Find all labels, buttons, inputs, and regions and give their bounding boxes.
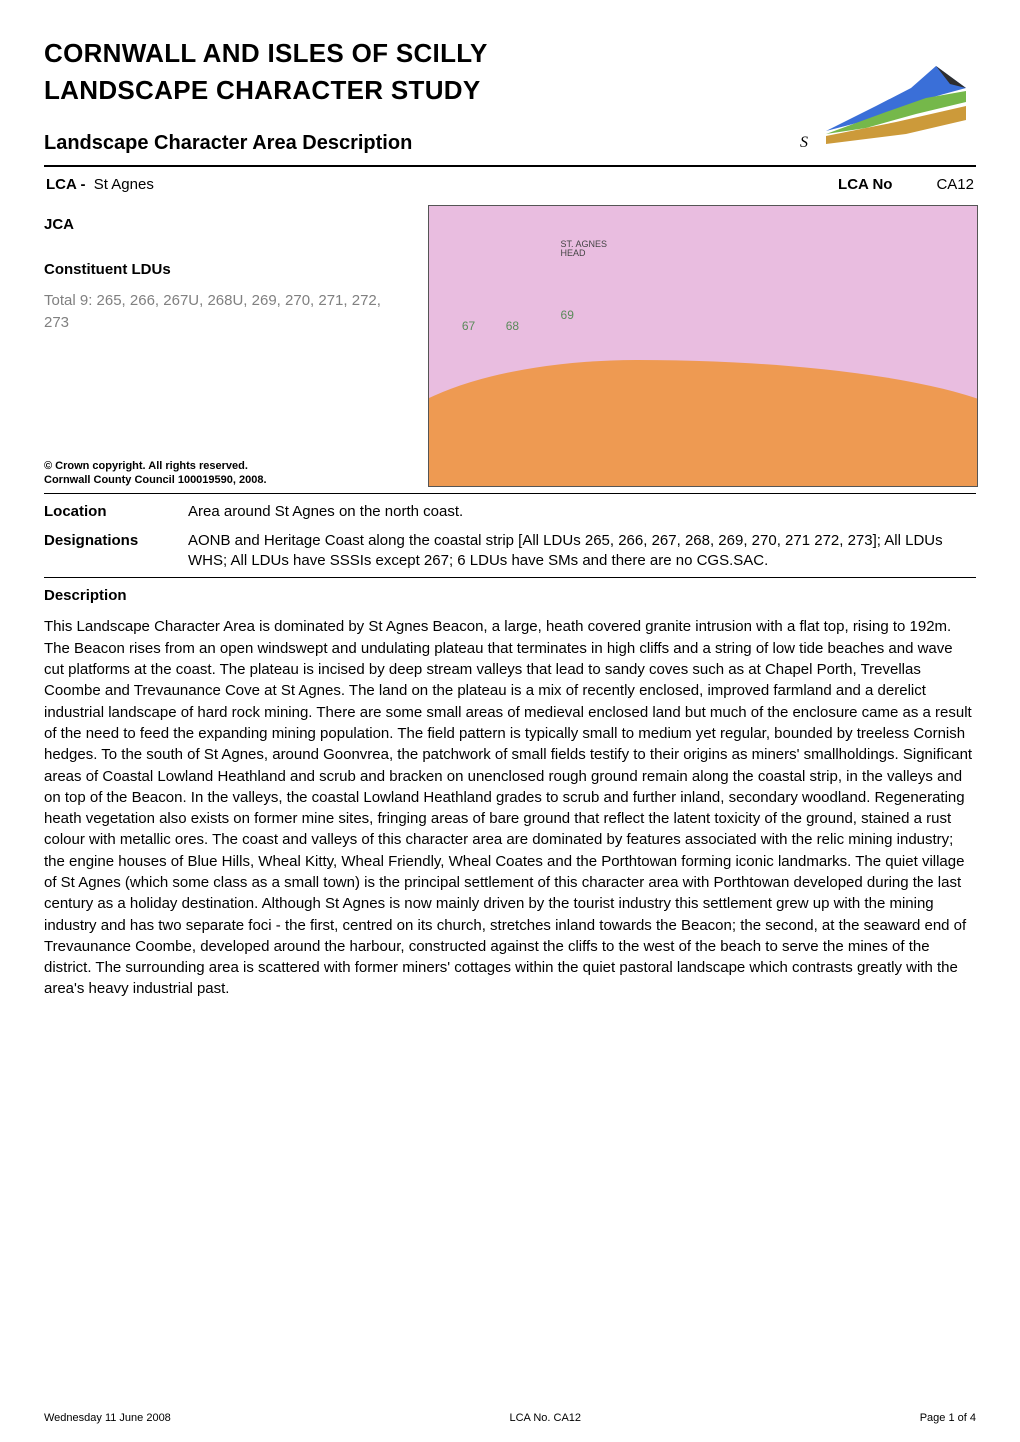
divider-lower bbox=[44, 577, 976, 578]
lca-value: St Agnes bbox=[94, 176, 154, 193]
map-label-stagnes: ST. AGNESHEAD bbox=[561, 240, 608, 258]
compass-s-label: S bbox=[800, 132, 808, 154]
lca-no-label: LCA No bbox=[838, 175, 892, 195]
map-coast-region bbox=[428, 360, 978, 487]
title-line1: CORNWALL AND ISLES OF SCILLY bbox=[44, 36, 488, 71]
mid-right-column: 67 68 69 ST. AGNESHEAD bbox=[428, 205, 976, 487]
map-label-68: 68 bbox=[506, 318, 519, 334]
meta-row-designations: Designations AONB and Heritage Coast alo… bbox=[44, 531, 976, 572]
footer-date: Wednesday 11 June 2008 bbox=[44, 1411, 171, 1426]
copyright-line2: Cornwall County Council 100019590, 2008. bbox=[44, 473, 404, 487]
meta-row-location: Location Area around St Agnes on the nor… bbox=[44, 502, 976, 522]
footer-page: Page 1 of 4 bbox=[920, 1411, 976, 1426]
footer: Wednesday 11 June 2008 LCA No. CA12 Page… bbox=[44, 1411, 976, 1426]
designations-label: Designations bbox=[44, 531, 152, 572]
description-heading: Description bbox=[44, 586, 976, 606]
lca-label: LCA - bbox=[46, 176, 85, 193]
landscape-logo-icon bbox=[816, 36, 976, 156]
location-value: Area around St Agnes on the north coast. bbox=[188, 502, 976, 522]
lca-no-value: CA12 bbox=[936, 175, 974, 195]
jca-label: JCA bbox=[44, 215, 404, 235]
copyright-block: © Crown copyright. All rights reserved. … bbox=[44, 459, 404, 488]
title-block: CORNWALL AND ISLES OF SCILLY LANDSCAPE C… bbox=[44, 36, 488, 159]
lca-row: LCA - St Agnes LCA No CA12 bbox=[44, 175, 976, 195]
subtitle: Landscape Character Area Description bbox=[44, 130, 488, 157]
logo: S bbox=[816, 36, 976, 156]
lca-right: LCA No CA12 bbox=[838, 175, 974, 195]
footer-center: LCA No. CA12 bbox=[509, 1411, 581, 1426]
ldus-text: Total 9: 265, 266, 267U, 268U, 269, 270,… bbox=[44, 290, 404, 335]
mid-block: JCA Constituent LDUs Total 9: 265, 266, … bbox=[44, 205, 976, 487]
map-image: 67 68 69 ST. AGNESHEAD bbox=[428, 205, 978, 487]
title-line2: LANDSCAPE CHARACTER STUDY bbox=[44, 73, 488, 108]
description-body: This Landscape Character Area is dominat… bbox=[44, 616, 976, 999]
constituent-ldus-label: Constituent LDUs bbox=[44, 260, 404, 280]
copyright-line1: © Crown copyright. All rights reserved. bbox=[44, 459, 404, 473]
location-label: Location bbox=[44, 502, 152, 522]
designations-value: AONB and Heritage Coast along the coasta… bbox=[188, 531, 976, 572]
divider-mid bbox=[44, 493, 976, 494]
mid-left-column: JCA Constituent LDUs Total 9: 265, 266, … bbox=[44, 205, 404, 487]
header-row: CORNWALL AND ISLES OF SCILLY LANDSCAPE C… bbox=[44, 36, 976, 159]
map-label-69: 69 bbox=[561, 307, 574, 323]
map-label-67: 67 bbox=[462, 318, 475, 334]
lca-left: LCA - St Agnes bbox=[46, 175, 154, 195]
divider-top bbox=[44, 165, 976, 167]
